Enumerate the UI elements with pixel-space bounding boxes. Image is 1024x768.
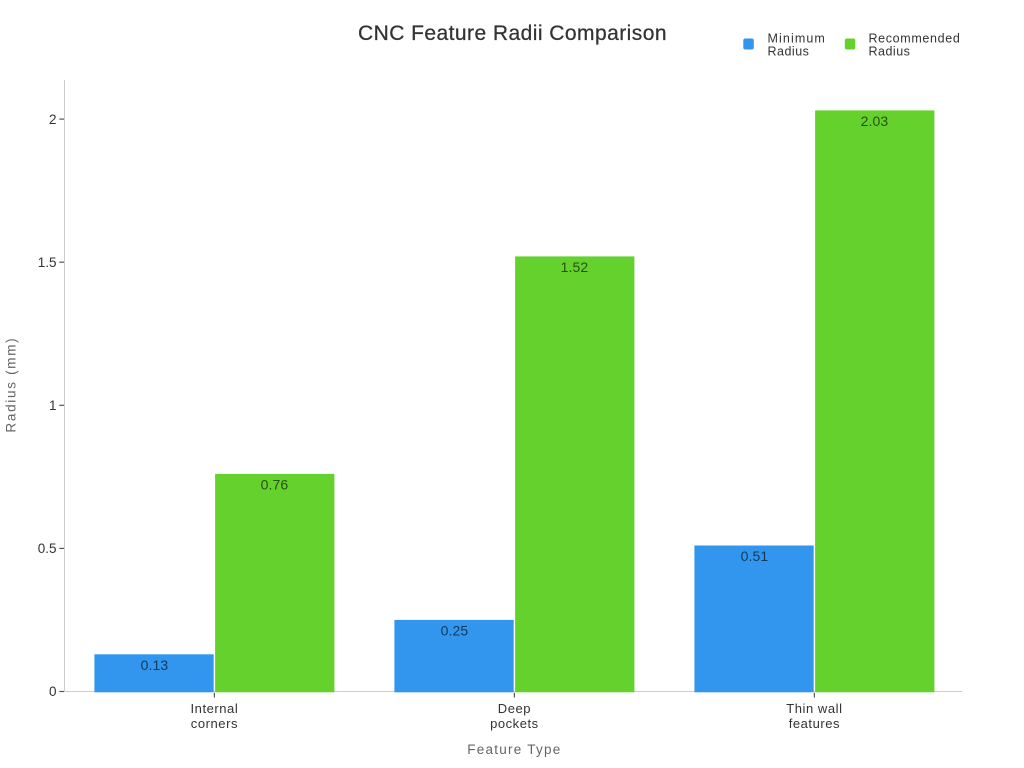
svg-text:Deep: Deep [498, 701, 531, 716]
svg-text:0.5: 0.5 [38, 541, 57, 556]
svg-text:features: features [789, 716, 840, 731]
svg-text:Internal: Internal [191, 701, 239, 716]
svg-text:Feature Type: Feature Type [467, 742, 561, 757]
svg-text:1.5: 1.5 [38, 255, 57, 270]
svg-text:1.52: 1.52 [561, 259, 589, 275]
svg-text:Radius (mm): Radius (mm) [4, 337, 19, 433]
svg-text:1: 1 [49, 398, 57, 413]
svg-text:Recommended: Recommended [869, 31, 961, 45]
svg-text:corners: corners [191, 716, 238, 731]
svg-text:Radius: Radius [869, 45, 911, 59]
svg-text:Radius: Radius [768, 45, 810, 59]
svg-text:0.25: 0.25 [441, 622, 469, 638]
svg-text:2.03: 2.03 [861, 113, 889, 129]
svg-text:0.76: 0.76 [261, 476, 289, 492]
svg-text:0.13: 0.13 [141, 657, 169, 673]
svg-text:CNC Feature Radii Comparison: CNC Feature Radii Comparison [358, 22, 667, 45]
svg-text:Minimum: Minimum [768, 31, 826, 45]
svg-text:0: 0 [49, 684, 57, 699]
svg-text:2: 2 [49, 112, 57, 127]
svg-text:Thin wall: Thin wall [786, 701, 842, 716]
svg-text:0.51: 0.51 [741, 548, 769, 564]
svg-text:pockets: pockets [490, 716, 539, 731]
